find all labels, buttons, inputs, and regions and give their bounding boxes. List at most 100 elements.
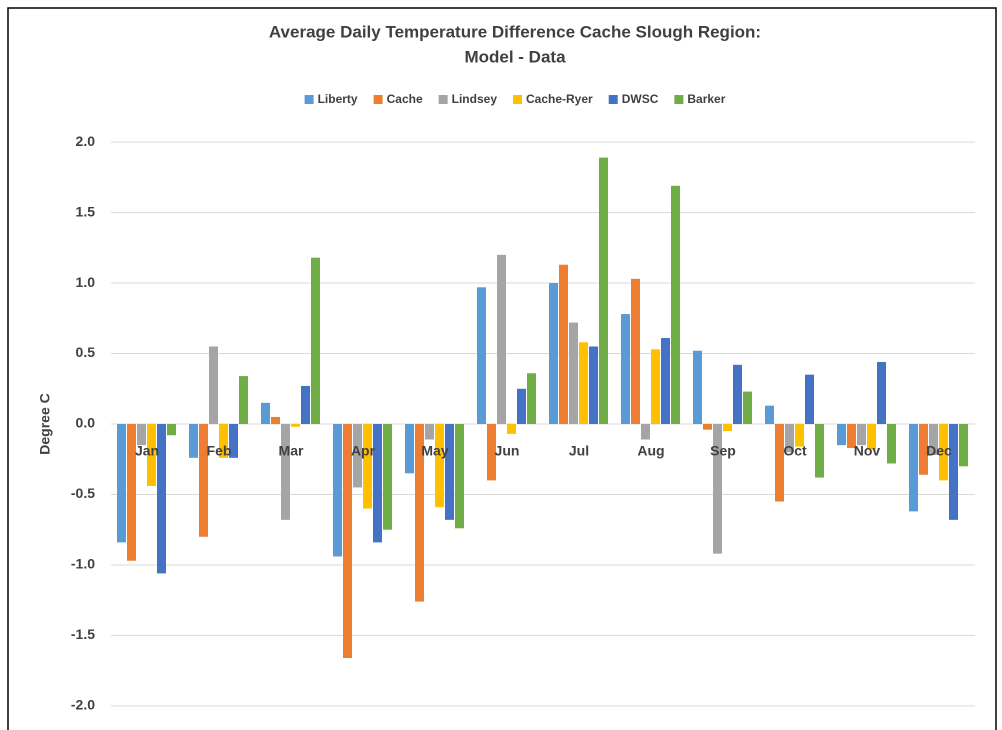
bar bbox=[291, 424, 300, 427]
bar bbox=[199, 424, 208, 537]
bar bbox=[929, 424, 938, 456]
bar bbox=[887, 424, 896, 464]
bar bbox=[909, 424, 918, 512]
bar bbox=[847, 424, 856, 448]
bar bbox=[693, 350, 702, 424]
bar bbox=[127, 424, 136, 561]
bar bbox=[343, 424, 352, 658]
bar bbox=[559, 264, 568, 424]
bar bbox=[733, 364, 742, 424]
x-tick-label: Oct bbox=[783, 443, 807, 459]
y-tick-label: 1.5 bbox=[76, 203, 96, 219]
bar bbox=[147, 424, 156, 487]
bar bbox=[363, 424, 372, 509]
bar bbox=[621, 314, 630, 424]
chart-title: Model - Data bbox=[464, 47, 566, 66]
y-tick-label: 1.0 bbox=[76, 274, 96, 290]
legend-swatch bbox=[608, 95, 618, 104]
legend-swatch bbox=[373, 95, 383, 104]
bar bbox=[599, 157, 608, 424]
bar bbox=[589, 346, 598, 424]
bar bbox=[333, 424, 342, 557]
bar bbox=[641, 424, 650, 440]
y-tick-label: -1.5 bbox=[71, 626, 95, 642]
bar bbox=[877, 361, 886, 424]
bar bbox=[383, 424, 392, 530]
bar bbox=[445, 424, 454, 520]
bar bbox=[671, 185, 680, 424]
bar bbox=[549, 283, 558, 424]
x-tick-label: Jan bbox=[135, 443, 159, 459]
x-tick-label: Aug bbox=[637, 443, 664, 459]
bar bbox=[959, 424, 968, 467]
bar bbox=[939, 424, 948, 481]
bar bbox=[415, 424, 424, 602]
x-tick-label: Nov bbox=[854, 443, 881, 459]
bar bbox=[353, 424, 362, 488]
legend-label: Liberty bbox=[318, 92, 358, 106]
bar bbox=[425, 424, 434, 440]
bar bbox=[775, 424, 784, 502]
bar bbox=[311, 257, 320, 424]
bar bbox=[837, 424, 846, 446]
legend-label: Cache-Ryer bbox=[526, 92, 593, 106]
bar bbox=[661, 338, 670, 424]
bar bbox=[743, 391, 752, 424]
y-tick-label: 0.0 bbox=[76, 415, 96, 431]
y-tick-label: -2.0 bbox=[71, 697, 95, 713]
bar bbox=[651, 349, 660, 424]
bar bbox=[723, 424, 732, 432]
chart-title: Average Daily Temperature Difference Cac… bbox=[269, 22, 761, 41]
legend-label: Barker bbox=[687, 92, 725, 106]
bar bbox=[805, 374, 814, 424]
bar bbox=[497, 254, 506, 424]
bar bbox=[631, 278, 640, 424]
bar bbox=[281, 424, 290, 520]
bar bbox=[271, 416, 280, 424]
bar bbox=[117, 424, 126, 543]
bar bbox=[209, 346, 218, 424]
bar bbox=[713, 424, 722, 554]
bar bbox=[579, 342, 588, 424]
bar bbox=[857, 424, 866, 446]
bar bbox=[569, 322, 578, 424]
bar bbox=[527, 373, 536, 424]
bar bbox=[477, 287, 486, 424]
bar bbox=[815, 424, 824, 478]
legend-swatch bbox=[513, 95, 522, 104]
bar bbox=[455, 424, 464, 529]
x-tick-label: May bbox=[421, 443, 448, 459]
bar bbox=[487, 424, 496, 481]
legend-label: Lindsey bbox=[452, 92, 498, 106]
x-tick-label: Jul bbox=[569, 443, 589, 459]
bar bbox=[919, 424, 928, 475]
y-tick-label: -1.0 bbox=[71, 556, 95, 572]
bar bbox=[157, 424, 166, 574]
y-tick-label: -0.5 bbox=[71, 485, 95, 501]
bar bbox=[137, 424, 146, 446]
legend-swatch bbox=[438, 95, 448, 104]
bar bbox=[219, 424, 228, 458]
bar bbox=[795, 424, 804, 447]
bar bbox=[785, 424, 794, 453]
bar bbox=[949, 424, 958, 520]
legend-label: DWSC bbox=[622, 92, 659, 106]
x-tick-label: Jun bbox=[495, 443, 520, 459]
bar bbox=[507, 424, 516, 434]
bar bbox=[517, 388, 526, 424]
legend-label: Cache bbox=[387, 92, 423, 106]
y-tick-label: 0.5 bbox=[76, 344, 96, 360]
legend-swatch bbox=[674, 95, 684, 104]
x-tick-label: Feb bbox=[207, 443, 232, 459]
bar bbox=[405, 424, 414, 474]
y-axis-title: Degree C bbox=[37, 393, 53, 454]
bar bbox=[765, 405, 774, 424]
bar bbox=[703, 424, 712, 430]
bar bbox=[373, 424, 382, 543]
bar bbox=[301, 385, 310, 424]
bar bbox=[239, 376, 248, 424]
bar bbox=[229, 424, 238, 458]
bar bbox=[167, 424, 176, 436]
bar bbox=[189, 424, 198, 458]
